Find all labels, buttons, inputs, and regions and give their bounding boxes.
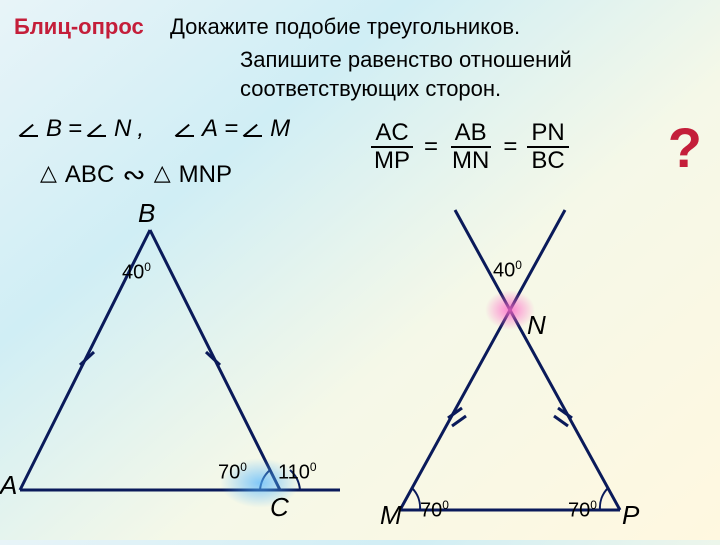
line-mn-ext	[400, 210, 565, 510]
quiz-title: Блиц-опрос	[14, 14, 144, 40]
question-mark: ?	[668, 115, 702, 180]
similar-icon: ∾	[122, 158, 145, 191]
triangle-icon: △	[154, 160, 171, 186]
angle-icon	[20, 121, 40, 137]
angle-M: M	[270, 115, 290, 143]
vertex-c: C	[270, 492, 289, 523]
ratio-equation: AC MP = AB MN = PN BC	[370, 120, 569, 175]
angle-icon	[244, 121, 264, 137]
vertex-a: A	[0, 470, 17, 501]
angle-p-label: 700	[568, 498, 597, 523]
tri-abc: ABC	[65, 161, 114, 189]
angle-N: N	[114, 115, 131, 143]
triangles-svg	[0, 200, 720, 540]
geometry-diagram: A B C 400 700 1100 M N P 400 700 700	[0, 200, 720, 540]
task-line-2: Запишите равенство отношений соответству…	[240, 46, 720, 103]
angle-equations: B = N , A = M	[20, 115, 290, 143]
angle-c-int-label: 700	[218, 460, 247, 485]
angle-b-label: 400	[122, 260, 151, 285]
similarity-statement: △ ABC ∾ △ MNP	[40, 158, 232, 191]
angle-A: A	[202, 115, 218, 143]
fraction-1: AC MP	[370, 120, 414, 175]
angle-m-label: 700	[420, 498, 449, 523]
fraction-2: AB MN	[448, 120, 493, 175]
triangle-icon: △	[40, 160, 57, 186]
task-line-1: Докажите подобие треугольников.	[170, 14, 520, 40]
angle-n-label: 400	[493, 258, 522, 283]
vertex-n: N	[527, 310, 546, 341]
comma: ,	[137, 115, 144, 143]
tri-mnp: MNP	[179, 161, 232, 189]
vertex-m: M	[380, 500, 402, 531]
angle-icon	[176, 121, 196, 137]
vertex-b: B	[138, 198, 155, 229]
line-pn-ext	[455, 210, 620, 510]
angle-icon	[88, 121, 108, 137]
vertex-p: P	[622, 500, 639, 531]
angle-B: B	[46, 115, 62, 143]
angle-c-ext-label: 1100	[278, 460, 317, 485]
fraction-3: PN BC	[527, 120, 568, 175]
